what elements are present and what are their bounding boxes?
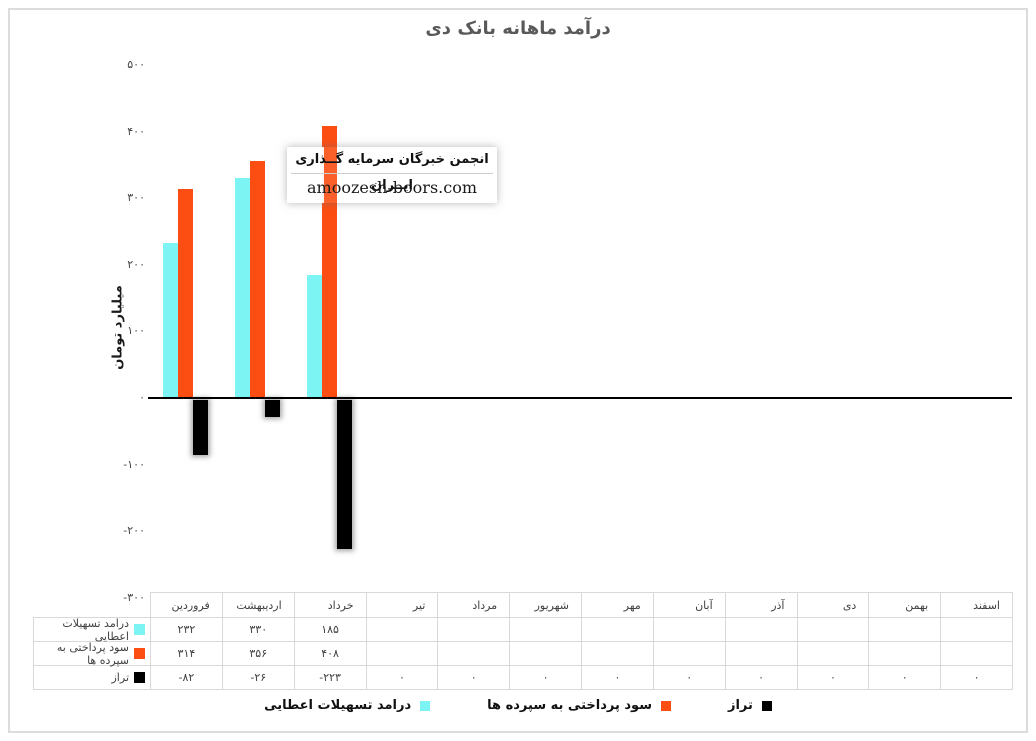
- bar-black-month-3: [336, 400, 352, 549]
- table-month-header: آذر: [725, 593, 798, 618]
- table-cell: -۸۲: [151, 666, 223, 690]
- table-cell: [510, 618, 582, 642]
- table-cell: [366, 642, 439, 666]
- table-cell: [582, 618, 654, 642]
- table-cell: [797, 642, 870, 666]
- orange-legend-swatch-icon: [660, 700, 671, 711]
- legend-label: سود پرداختی به سپرده ها: [487, 698, 652, 713]
- y-axis-tick-label: -۱۰۰: [123, 457, 145, 471]
- table-cell: ۰: [653, 666, 726, 690]
- cyan-legend-swatch-icon: [420, 700, 431, 711]
- table-cell: [510, 642, 582, 666]
- legend-label: درامد تسهیلات اعطایی: [264, 698, 412, 713]
- x-axis-zero-line: [148, 397, 1012, 399]
- bar-orange-month-1: [178, 188, 194, 398]
- table-cell: [653, 642, 726, 666]
- table-cell: ۰: [510, 666, 582, 690]
- table-month-header: مرداد: [438, 593, 511, 618]
- watermark-url: amoozesh-boors.com: [291, 173, 493, 201]
- table-cell: [582, 642, 654, 666]
- legend: درامد تسهیلات اعطایی سود پرداختی به سپرد…: [0, 698, 1036, 713]
- table-cell: ۲۳۲: [151, 618, 223, 642]
- table-month-header: بهمن: [869, 593, 942, 618]
- table-cell: ۱۸۵: [294, 618, 367, 642]
- bar-orange-month-2: [250, 160, 265, 398]
- table-row-labels: درامد تسهیلات اعطایی سود پرداختی به سپرده…: [33, 617, 150, 690]
- table-month-header: اردیبهشت: [222, 593, 295, 618]
- black-legend-swatch-icon: [761, 700, 772, 711]
- table-cell: ۰: [366, 666, 439, 690]
- y-axis-tick-label: ۳۰۰: [127, 191, 145, 205]
- table-month-header: آبان: [653, 593, 726, 618]
- table-cell: ۳۵۶: [222, 642, 295, 666]
- y-axis-tick-label: ۲۰۰: [127, 257, 145, 271]
- table-cell: ۰: [941, 666, 1013, 690]
- table-month-header: مهر: [582, 593, 654, 618]
- bar-black-month-1: [193, 400, 209, 455]
- table-cell: [725, 642, 798, 666]
- table-row-label: درامد تسهیلات اعطایی: [34, 616, 150, 643]
- table-cell: ۰: [797, 666, 870, 690]
- legend-label: تراز: [727, 698, 753, 713]
- bar-cyan-month-3: [306, 274, 322, 398]
- table-cell: [366, 618, 439, 642]
- table-cell: ۴۰۸: [294, 642, 367, 666]
- table-cell: ۳۱۴: [151, 642, 223, 666]
- table-row-label: سود پرداختی به سپرده ها: [34, 640, 150, 667]
- orange-row-swatch-icon: [134, 648, 145, 659]
- table-month-header: خرداد: [294, 593, 367, 618]
- table-month-header: دی: [797, 593, 870, 618]
- table-cell: -۲۶: [222, 666, 295, 690]
- table-cell: [438, 618, 511, 642]
- y-axis-tick-label: ۵۰۰: [127, 58, 145, 71]
- table-cell: [941, 618, 1013, 642]
- table-cell: [869, 618, 942, 642]
- table-cell: [653, 618, 726, 642]
- watermark: انجمن خبرگان سرمایه گــذاری ایــران amoo…: [287, 147, 497, 203]
- chart-title: درآمد ماهانه بانک دی: [425, 18, 611, 39]
- table-cell: -۲۲۳: [294, 666, 367, 690]
- table-month-header: اسفند: [941, 593, 1013, 618]
- legend-item-balance: تراز: [728, 698, 772, 713]
- table-cell: [869, 642, 942, 666]
- y-axis-tick-label: -۳۰۰: [123, 590, 145, 604]
- table-cell: [941, 642, 1013, 666]
- bar-black-month-2: [265, 400, 280, 418]
- table-row-label-text: درامد تسهیلات اعطایی: [62, 616, 129, 643]
- cyan-row-swatch-icon: [134, 624, 145, 635]
- bar-cyan-month-1: [163, 243, 179, 398]
- table-month-header: شهریور: [510, 593, 582, 618]
- table-cell: ۰: [869, 666, 942, 690]
- table-cell: ۰: [725, 666, 798, 690]
- table-cell: ۳۳۰: [222, 618, 295, 642]
- y-axis-tick-label: ۴۰۰: [127, 124, 145, 138]
- table-cell: ۰: [438, 666, 511, 690]
- legend-item-loans: درامد تسهیلات اعطایی: [264, 698, 431, 713]
- legend-item-deposits: سود پرداختی به سپرده ها: [487, 698, 671, 713]
- black-row-swatch-icon: [134, 672, 145, 683]
- table-month-header: فروردین: [151, 593, 223, 618]
- table-cell: [725, 618, 798, 642]
- table-row-label: تراز: [34, 666, 150, 690]
- table-row-label-text: سود پرداختی به سپرده ها: [56, 640, 129, 667]
- watermark-text: انجمن خبرگان سرمایه گــذاری ایــران: [295, 152, 489, 193]
- table-row-label-text: تراز: [111, 671, 130, 684]
- table-grid: فروردین اردیبهشت خرداد تیر مرداد شهریور مهر آبا…: [150, 592, 1013, 690]
- table-cell: ۰: [582, 666, 654, 690]
- y-axis-tick-label: -۲۰۰: [123, 524, 145, 538]
- y-axis-tick-label: ۱۰۰: [127, 324, 145, 338]
- bar-cyan-month-2: [235, 178, 250, 398]
- table-cell: [438, 642, 511, 666]
- table-month-header: تیر: [366, 593, 439, 618]
- y-axis-tick-label: ۰: [139, 391, 145, 404]
- table-cell: [797, 618, 870, 642]
